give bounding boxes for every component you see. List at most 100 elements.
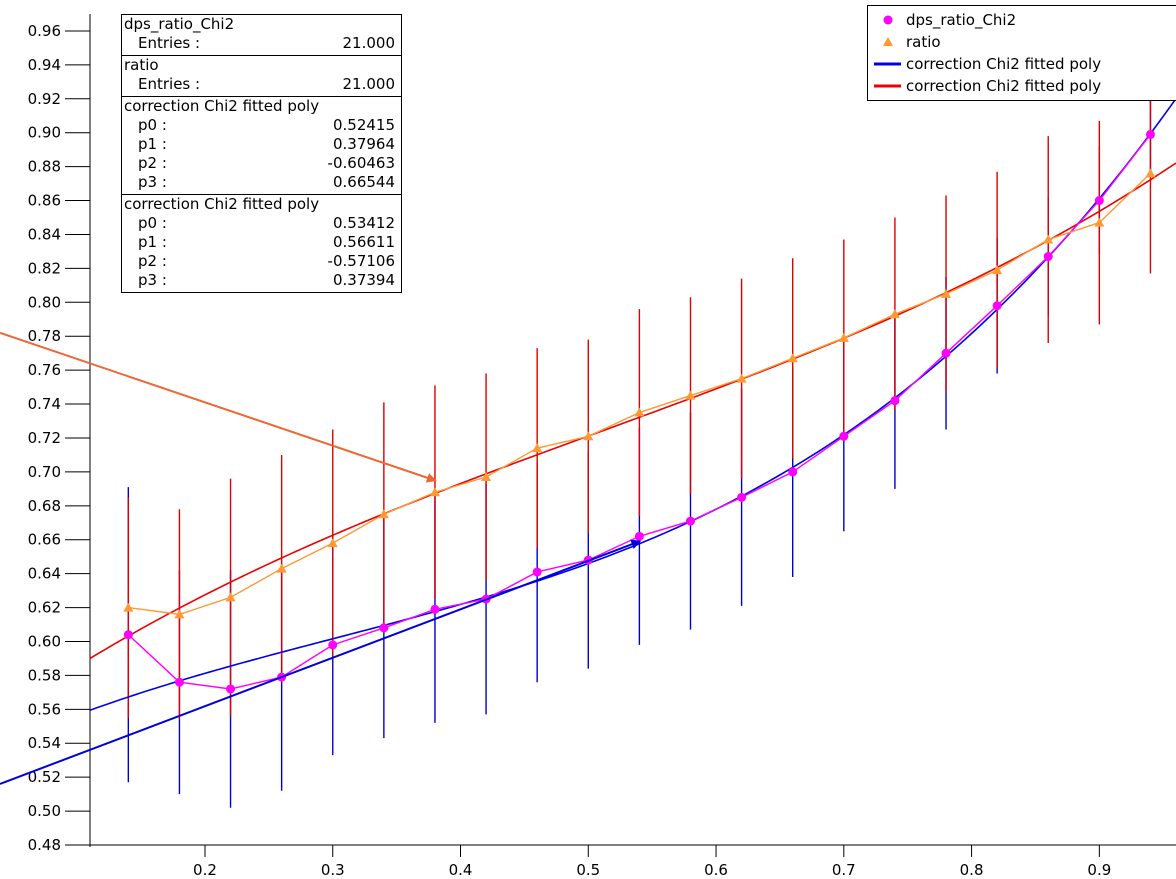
data-point [1145, 129, 1155, 139]
stat-label: p0 : [138, 116, 167, 134]
annotation-arrow [0, 331, 437, 483]
data-point [226, 684, 236, 694]
data-point [532, 443, 543, 453]
data-point [685, 390, 696, 400]
data-point [378, 509, 389, 519]
stat-label: p2 : [138, 252, 167, 270]
y-tick-label: 0.68 [28, 497, 61, 515]
stat-row: p2 : -0.57106 [124, 252, 399, 271]
stat-section: ratio Entries : 21.000 [122, 56, 401, 97]
stat-value: 0.53412 [332, 214, 395, 232]
stat-value: 0.66544 [332, 173, 395, 191]
y-tick-label: 0.90 [28, 124, 61, 142]
x-tick-label: 0.6 [704, 861, 728, 879]
data-point [379, 623, 389, 633]
data-point [839, 431, 849, 441]
data-point [1043, 234, 1054, 244]
y-tick-label: 0.84 [28, 225, 61, 243]
stat-label: p2 : [138, 154, 167, 172]
stat-row: p3 : 0.66544 [124, 173, 399, 192]
y-tick-label: 0.66 [28, 531, 61, 549]
data-point [225, 592, 236, 602]
data-point [430, 604, 440, 614]
annotation-arrows [0, 331, 642, 785]
stat-row: Entries : 21.000 [124, 34, 399, 53]
data-point [787, 353, 798, 363]
line-marker-icon [874, 84, 901, 88]
stat-row: Entries : 21.000 [124, 75, 399, 94]
y-tick-label: 0.94 [28, 56, 61, 74]
stat-section: correction Chi2 fitted poly p0 :0.52415 p1… [122, 97, 401, 195]
data-point [634, 407, 645, 417]
stat-row: p0 : 0.52415 [124, 116, 399, 135]
stat-value: 21.000 [342, 75, 396, 93]
stat-row: p1 : 0.56611 [124, 233, 399, 252]
y-tick-label: 0.80 [28, 293, 61, 311]
stat-section: correction Chi2 fitted poly p0 :0.53412 p1… [122, 195, 401, 292]
stat-label: Entries : [138, 34, 201, 52]
triangle-marker-icon [883, 37, 893, 46]
stat-label: p3 : [138, 173, 167, 191]
y-tick-label: 0.60 [28, 632, 61, 650]
legend-item: dps_ratio_Chi2 [868, 9, 1016, 31]
stat-title: ratio [124, 56, 159, 74]
data-point [737, 492, 747, 502]
y-tick-label: 0.58 [28, 666, 61, 684]
data-point [123, 630, 133, 640]
data-point [992, 265, 1003, 275]
circle-marker-icon [883, 15, 893, 25]
y-tick-label: 0.62 [28, 599, 61, 617]
y-tick-label: 0.48 [28, 836, 61, 854]
legend-item: correction Chi2 fitted poly [868, 53, 1101, 75]
data-point [174, 677, 184, 687]
stat-title: dps_ratio_Chi2 [124, 15, 235, 33]
stat-row: p2 : -0.60463 [124, 154, 399, 173]
data-point [429, 487, 440, 497]
stat-value: 0.56611 [332, 233, 395, 251]
axes: 0.48 0.50 0.52 0.54 0.56 0.58 0.60 0.62 0.64 0.66… [28, 14, 1176, 879]
data-point [788, 467, 798, 477]
stat-section: dps_ratio_Chi2 Entries : 21.000 [122, 15, 401, 56]
stat-title: correction Chi2 fitted poly [124, 97, 320, 115]
y-tick-label: 0.86 [28, 192, 61, 210]
legend-label: ratio [906, 33, 941, 51]
data-point [941, 348, 951, 358]
data-point [276, 563, 287, 573]
data-point [327, 538, 338, 548]
x-tick-label: 0.3 [321, 861, 345, 879]
legend-item: ratio [868, 31, 941, 53]
data-point [328, 640, 338, 650]
stat-row: p0 : 0.53412 [124, 214, 399, 233]
stat-value: 0.37394 [332, 271, 395, 289]
stat-value: 21.000 [342, 34, 396, 52]
legend-label: dps_ratio_Chi2 [906, 11, 1017, 29]
stat-value: 0.37964 [332, 135, 395, 153]
legend-label: correction Chi2 fitted poly [906, 55, 1102, 73]
stat-label: p1 : [138, 233, 167, 251]
data-point [174, 609, 185, 619]
stat-value: -0.60463 [327, 154, 395, 172]
data-point [736, 373, 747, 383]
stat-label: Entries : [138, 75, 201, 93]
stat-value: -0.57106 [327, 252, 395, 270]
data-point [890, 396, 900, 406]
data-point [889, 309, 900, 319]
data-point [583, 431, 594, 441]
stat-row: p1 : 0.37964 [124, 135, 399, 154]
y-tick-label: 0.70 [28, 463, 61, 481]
x-tick-label: 0.9 [1087, 861, 1111, 879]
y-tick-label: 0.92 [28, 90, 61, 108]
data-point [123, 602, 134, 612]
y-tick-label: 0.72 [28, 429, 61, 447]
stat-label: p3 : [138, 271, 167, 289]
stat-title: correction Chi2 fitted poly [124, 195, 320, 213]
data-point [838, 332, 849, 342]
y-tick-label: 0.76 [28, 361, 61, 379]
x-tick-label: 0.7 [832, 861, 856, 879]
y-tick-label: 0.56 [28, 700, 61, 718]
y-tick-label: 0.52 [28, 768, 61, 786]
y-tick-label: 0.78 [28, 327, 61, 345]
x-tick-label: 0.8 [960, 861, 984, 879]
